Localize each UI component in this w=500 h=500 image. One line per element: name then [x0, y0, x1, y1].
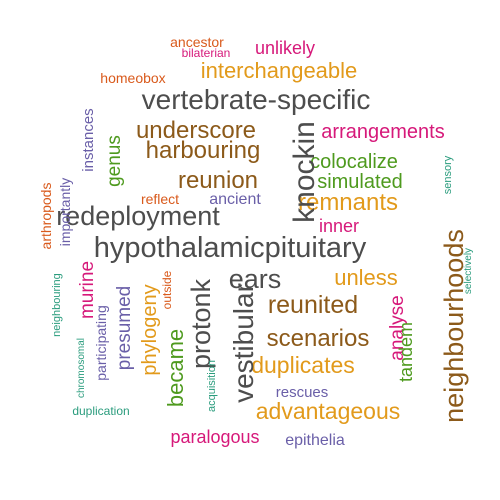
cloud-word: unlikely [254, 37, 316, 58]
cloud-word: instances [80, 108, 97, 172]
cloud-word: redeployment [56, 201, 220, 232]
cloud-word: knockin [288, 121, 321, 223]
cloud-word: advantageous [255, 397, 401, 424]
cloud-word: hypothalamicpituitary [93, 231, 367, 264]
cloud-word: epithelia [285, 432, 345, 450]
cloud-word: harbouring [145, 136, 261, 164]
cloud-word: importantly [57, 177, 74, 247]
cloud-word: inner [318, 215, 360, 236]
cloud-word: duplication [72, 404, 130, 419]
cloud-word: outside [159, 270, 174, 310]
cloud-word: reunited [267, 291, 359, 319]
cloud-word: selectively [463, 247, 474, 295]
cloud-word: became [162, 328, 188, 408]
cloud-word: remnants [297, 188, 399, 216]
cloud-word: neighbouring [50, 273, 63, 337]
cloud-word: reflect [140, 190, 180, 207]
cloud-word: acquisition [205, 360, 218, 412]
cloud-word: arrangements [321, 121, 445, 143]
cloud-word: vestibular [228, 283, 260, 403]
cloud-word: bilaterian [181, 46, 231, 61]
cloud-word: participating [93, 305, 110, 381]
cloud-word: tandem [396, 321, 417, 383]
cloud-word: unless [334, 265, 398, 291]
cloud-word: protonk [185, 278, 216, 370]
cloud-word: paralogous [170, 426, 260, 447]
cloud-word: ancestor [170, 33, 224, 50]
cloud-word: duplicates [251, 351, 355, 378]
cloud-word: chromosomal [76, 337, 87, 399]
cloud-word: arthropods [38, 182, 55, 250]
cloud-word: ancient [209, 191, 261, 209]
cloud-word: rescues [275, 384, 329, 401]
cloud-word: colocalize [310, 151, 398, 173]
cloud-word: simulated [317, 171, 403, 193]
cloud-word: interchangeable [200, 58, 358, 84]
cloud-word: presumed [114, 285, 136, 371]
cloud-word: vertebrate-specific [141, 83, 371, 115]
cloud-word: scenarios [266, 324, 370, 352]
cloud-word: reunion [177, 166, 259, 194]
cloud-word: genus [104, 135, 126, 187]
cloud-word: homeobox [100, 69, 166, 86]
cloud-word: phylogeny [139, 284, 161, 376]
cloud-word: underscore [135, 116, 257, 144]
cloud-word: sensory [441, 155, 454, 195]
cloud-word: ears [228, 264, 282, 295]
